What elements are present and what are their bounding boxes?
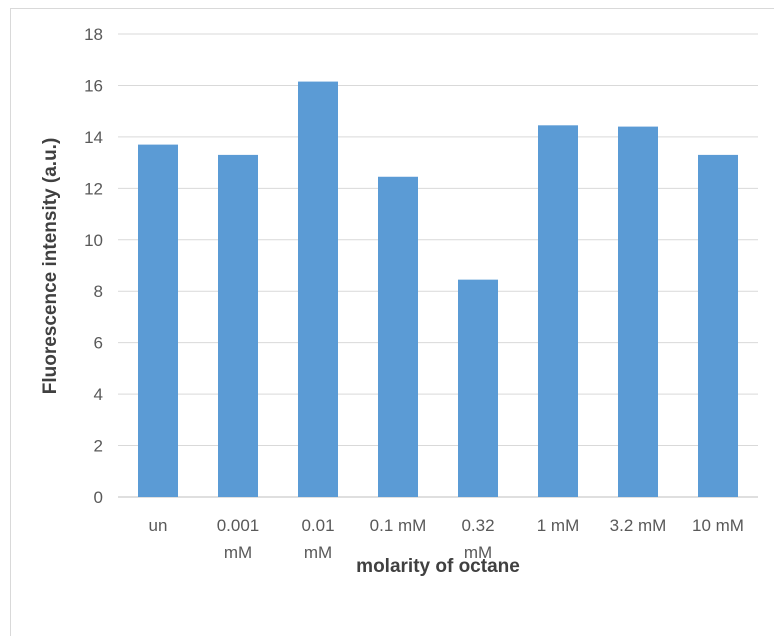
bar (458, 279, 498, 497)
bar (618, 126, 658, 497)
y-tick-label: 4 (94, 385, 103, 404)
y-tick-label: 6 (94, 334, 103, 353)
x-tick-label: 0.01 mM (301, 516, 334, 562)
y-tick-label: 8 (94, 282, 103, 301)
x-tick-label: 10 mM (692, 516, 744, 535)
y-tick-label: 14 (84, 128, 103, 147)
x-tick-label: un (149, 516, 168, 535)
y-tick-label: 0 (94, 488, 103, 507)
bars (138, 81, 738, 497)
bar (538, 125, 578, 497)
x-tick-label: 1 mM (537, 516, 580, 535)
gridlines (118, 33, 758, 498)
x-axis-title: molarity of octane (356, 556, 520, 577)
y-tick-label: 16 (84, 76, 103, 95)
y-tick-labels: 0 2 4 6 8 10 12 14 16 18 (84, 25, 103, 507)
bar (378, 176, 418, 497)
y-tick-label: 10 (84, 231, 103, 250)
bar (138, 144, 178, 497)
x-tick-label: 0.32 mM (461, 516, 494, 562)
x-tick-label: 3.2 mM (610, 516, 667, 535)
x-tick-label: 0.001 mM (217, 516, 260, 562)
bar (698, 154, 738, 497)
y-tick-label: 18 (84, 25, 103, 44)
x-tick-label: 0.1 mM (370, 516, 427, 535)
chart-frame (10, 8, 774, 636)
x-tick-labels: un 0.001 mM 0.01 mM 0.1 mM 0.32 mM 1 mM 3.2 mM 10 … (149, 516, 744, 562)
bar (298, 81, 338, 497)
y-axis-title: Fluorescence intensity (a.u.) (40, 138, 61, 395)
y-tick-label: 2 (94, 437, 103, 456)
bar (218, 154, 258, 497)
y-tick-label: 12 (84, 179, 103, 198)
